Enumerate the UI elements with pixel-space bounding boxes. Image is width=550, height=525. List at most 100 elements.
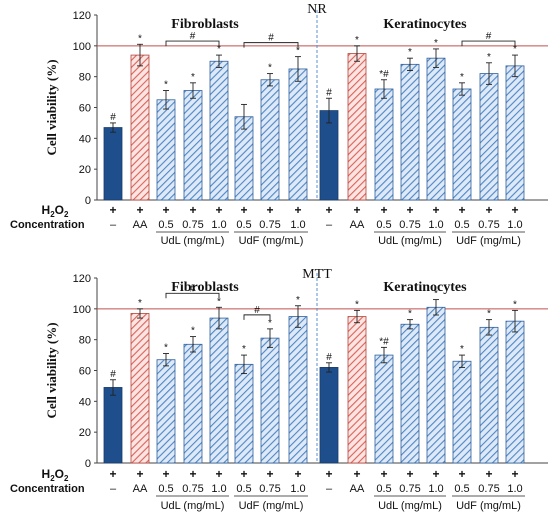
h2o2-label-part: H: [42, 467, 51, 481]
bar: [426, 57, 446, 201]
significance-mark: *: [460, 72, 464, 83]
h2o2-label-part: O: [55, 203, 64, 217]
h2o2-sign: +: [511, 467, 518, 481]
significance-mark: *: [138, 33, 142, 44]
h2o2-sign: +: [162, 203, 169, 217]
significance-mark: #: [326, 352, 332, 363]
bar: [400, 63, 420, 201]
significance-bracket: [461, 40, 516, 47]
bar: [347, 53, 367, 201]
h2o2-sign: +: [380, 203, 387, 217]
significance-mark: *: [355, 35, 359, 46]
h2o2-sign: +: [162, 467, 169, 481]
bar: [209, 317, 229, 464]
significance-mark: *#: [379, 69, 389, 80]
y-tick-label: 120: [73, 10, 91, 22]
significance-mark: *: [460, 344, 464, 355]
bar: [183, 90, 203, 201]
y-tick-label: 100: [73, 41, 91, 53]
y-axis-label: Cell viability (%): [44, 59, 59, 155]
udf-axis-label: UdF (mg/mL): [239, 500, 304, 512]
significance-mark: *: [434, 38, 438, 49]
y-tick-label: 40: [79, 396, 91, 408]
panel-nr: 0 20 40 60 80 100 120 Cell viability (%) NR Fibro…: [10, 2, 548, 247]
bar: [234, 363, 254, 464]
h2o2-sign: +: [432, 203, 439, 217]
significance-bracket: [165, 292, 220, 299]
concentration-label: 1.0: [428, 219, 443, 231]
concentration-label: 1.0: [507, 483, 522, 495]
concentration-label: AA: [350, 219, 365, 231]
h2o2-row-label: H2O2: [42, 467, 69, 483]
y-tick-label: 20: [79, 164, 91, 176]
h2o2-sign: +: [189, 467, 196, 481]
h2o2-sign: +: [458, 203, 465, 217]
h2o2-sign: +: [406, 203, 413, 217]
h2o2-sign: +: [458, 467, 465, 481]
concentration-label: 1.0: [290, 219, 305, 231]
bar: [103, 127, 123, 201]
h2o2-row-label: H2O2: [42, 203, 69, 219]
h2o2-sign: +: [406, 467, 413, 481]
h2o2-sign: +: [215, 467, 222, 481]
group-title: Fibroblasts: [171, 280, 239, 295]
significance-mark: *: [164, 343, 168, 354]
significance-mark: *: [487, 309, 491, 320]
y-tick-label: 100: [73, 304, 91, 316]
significance-mark: *: [138, 298, 142, 309]
significance-mark: *: [513, 44, 517, 55]
bar: [260, 79, 280, 201]
bar: [452, 88, 472, 201]
concentration-label: 1.0: [428, 483, 443, 495]
bar: [374, 354, 394, 464]
udl-axis-label: UdL (mg/mL): [378, 500, 442, 512]
bar: [319, 110, 339, 201]
significance-mark: *: [487, 52, 491, 63]
bar: [288, 68, 308, 201]
bar: [426, 306, 446, 464]
h2o2-label-part: 2: [50, 210, 55, 219]
bar: [479, 326, 499, 464]
bracket-label: #: [268, 33, 274, 44]
concentration-label: 0.75: [478, 483, 499, 495]
panel-label: MTT: [302, 267, 332, 282]
significance-mark: *#: [379, 336, 389, 347]
udf-axis-label: UdF (mg/mL): [456, 500, 521, 512]
concentration-label: –: [326, 219, 333, 231]
h2o2-sign: +: [215, 203, 222, 217]
concentration-label: 1.0: [290, 483, 305, 495]
concentration-label: 0.75: [478, 219, 499, 231]
concentration-label: 0.75: [259, 219, 280, 231]
bar: [452, 360, 472, 464]
significance-mark: *: [434, 289, 438, 300]
udf-axis-label: UdF (mg/mL): [456, 235, 521, 247]
concentration-label: AA: [133, 219, 148, 231]
h2o2-sign: +: [325, 467, 332, 481]
bar: [319, 367, 339, 464]
group-title: Keratinocytes: [383, 17, 467, 32]
h2o2-sign: +: [353, 203, 360, 217]
significance-mark: *: [242, 344, 246, 355]
y-tick-label: 0: [85, 458, 91, 470]
concentration-label: –: [326, 483, 333, 495]
h2o2-sign: +: [266, 467, 273, 481]
y-tick-label: 0: [85, 195, 91, 207]
concentration-row-label: Concentration: [10, 483, 85, 495]
bar: [479, 73, 499, 201]
concentration-label: 1.0: [507, 219, 522, 231]
concentration-label: 0.5: [454, 219, 469, 231]
concentration-label: 0.5: [376, 219, 391, 231]
bar: [374, 88, 394, 201]
y-axis-label: Cell viability (%): [44, 322, 59, 418]
significance-mark: *: [408, 309, 412, 320]
concentration-label: AA: [350, 483, 365, 495]
bar: [400, 323, 420, 464]
significance-mark: *: [268, 318, 272, 329]
concentration-label: AA: [133, 483, 148, 495]
h2o2-sign: +: [266, 203, 273, 217]
udl-axis-label: UdL (mg/mL): [161, 235, 225, 247]
significance-mark: *: [217, 296, 221, 307]
bar: [156, 99, 176, 201]
bracket-label: #: [486, 31, 492, 42]
